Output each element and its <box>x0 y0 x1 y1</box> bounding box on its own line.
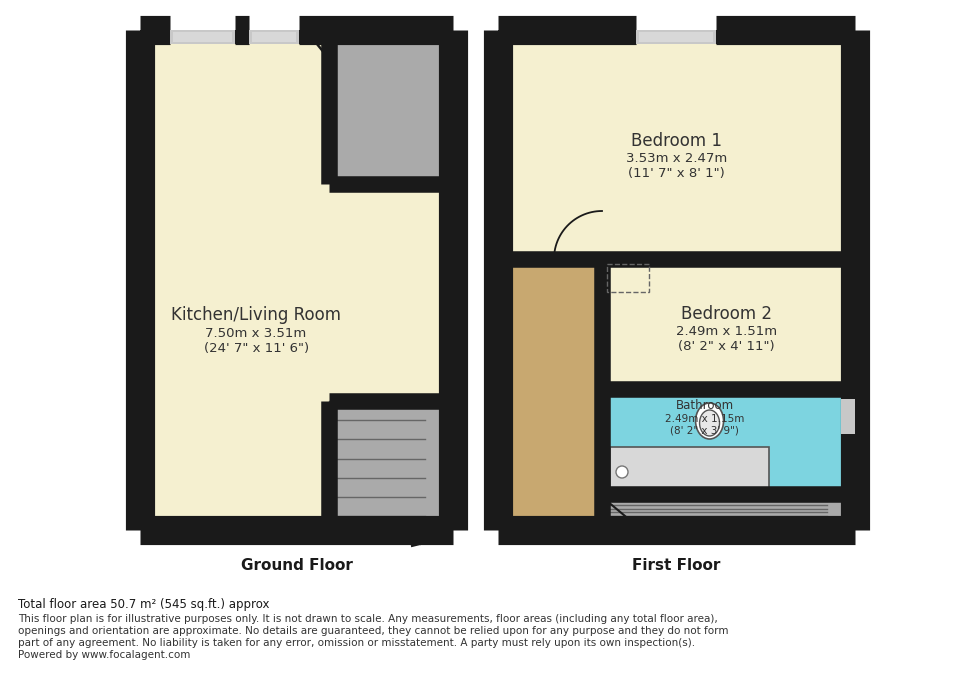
Text: (8' 2" x 4' 11"): (8' 2" x 4' 11") <box>678 340 774 353</box>
Bar <box>173 32 232 42</box>
Bar <box>498 30 855 530</box>
Text: 7.50m x 3.51m: 7.50m x 3.51m <box>206 327 307 340</box>
Bar <box>602 494 841 516</box>
Ellipse shape <box>700 410 719 436</box>
Text: (8' 2" x 3' 9"): (8' 2" x 3' 9") <box>670 425 739 435</box>
Text: 3.53m x 2.47m: 3.53m x 2.47m <box>626 152 727 165</box>
Text: Powered by www.focalagent.com: Powered by www.focalagent.com <box>18 650 190 660</box>
Bar <box>329 44 439 184</box>
Text: 2.49m x 1.15m: 2.49m x 1.15m <box>665 414 745 424</box>
Bar <box>610 447 769 497</box>
Bar <box>602 389 841 494</box>
Text: This floor plan is for illustrative purposes only. It is not drawn to scale. Any: This floor plan is for illustrative purp… <box>18 614 717 624</box>
Bar <box>610 447 769 497</box>
Text: openings and orientation are approximate. No details are guaranteed, they cannot: openings and orientation are approximate… <box>18 626 728 636</box>
Text: Bedroom 1: Bedroom 1 <box>631 132 722 150</box>
Bar <box>841 399 855 434</box>
Bar <box>607 264 649 292</box>
Text: Bedroom 2: Bedroom 2 <box>681 305 772 323</box>
Bar <box>170 30 235 44</box>
Text: First Floor: First Floor <box>632 558 720 573</box>
Text: part of any agreement. No liability is taken for any error, omission or misstate: part of any agreement. No liability is t… <box>18 638 695 648</box>
Bar <box>636 30 716 44</box>
Text: (11' 7" x 8' 1"): (11' 7" x 8' 1") <box>628 167 725 180</box>
Text: Ground Floor: Ground Floor <box>240 558 353 573</box>
Bar <box>329 401 439 516</box>
Text: Kitchen/Living Room: Kitchen/Living Room <box>172 306 341 324</box>
Text: (24' 7" x 11' 6"): (24' 7" x 11' 6") <box>204 342 309 355</box>
Bar <box>639 32 713 42</box>
Bar <box>512 44 841 259</box>
Bar <box>252 32 296 42</box>
Bar <box>602 259 841 389</box>
Circle shape <box>616 466 628 478</box>
Bar <box>512 259 602 516</box>
Text: Total floor area 50.7 m² (545 sq.ft.) approx: Total floor area 50.7 m² (545 sq.ft.) ap… <box>18 598 270 611</box>
Bar <box>154 44 439 516</box>
Ellipse shape <box>696 403 723 439</box>
Bar <box>249 30 299 44</box>
Text: Bathroom: Bathroom <box>675 399 734 412</box>
Bar <box>140 30 453 530</box>
Text: 2.49m x 1.51m: 2.49m x 1.51m <box>676 325 777 338</box>
